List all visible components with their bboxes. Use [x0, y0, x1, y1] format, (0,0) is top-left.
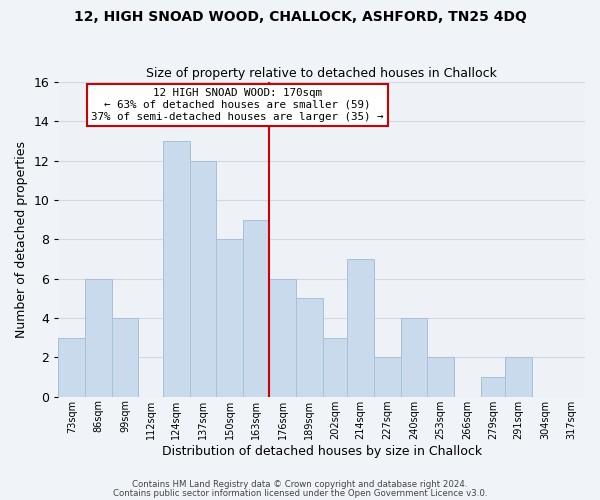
- Bar: [296, 298, 323, 396]
- Text: Contains public sector information licensed under the Open Government Licence v3: Contains public sector information licen…: [113, 489, 487, 498]
- X-axis label: Distribution of detached houses by size in Challock: Distribution of detached houses by size …: [161, 444, 482, 458]
- Bar: [58, 338, 85, 396]
- Bar: [401, 318, 427, 396]
- Bar: [481, 377, 505, 396]
- Bar: [374, 358, 401, 397]
- Bar: [323, 338, 347, 396]
- Y-axis label: Number of detached properties: Number of detached properties: [15, 141, 28, 338]
- Title: Size of property relative to detached houses in Challock: Size of property relative to detached ho…: [146, 66, 497, 80]
- Bar: [190, 160, 216, 396]
- Bar: [112, 318, 139, 396]
- Bar: [243, 220, 269, 396]
- Bar: [163, 141, 190, 397]
- Bar: [216, 240, 243, 396]
- Bar: [269, 278, 296, 396]
- Text: Contains HM Land Registry data © Crown copyright and database right 2024.: Contains HM Land Registry data © Crown c…: [132, 480, 468, 489]
- Text: 12, HIGH SNOAD WOOD, CHALLOCK, ASHFORD, TN25 4DQ: 12, HIGH SNOAD WOOD, CHALLOCK, ASHFORD, …: [74, 10, 526, 24]
- Bar: [505, 358, 532, 397]
- Bar: [347, 259, 374, 396]
- Text: 12 HIGH SNOAD WOOD: 170sqm
← 63% of detached houses are smaller (59)
37% of semi: 12 HIGH SNOAD WOOD: 170sqm ← 63% of deta…: [91, 88, 384, 122]
- Bar: [427, 358, 454, 397]
- Bar: [85, 278, 112, 396]
